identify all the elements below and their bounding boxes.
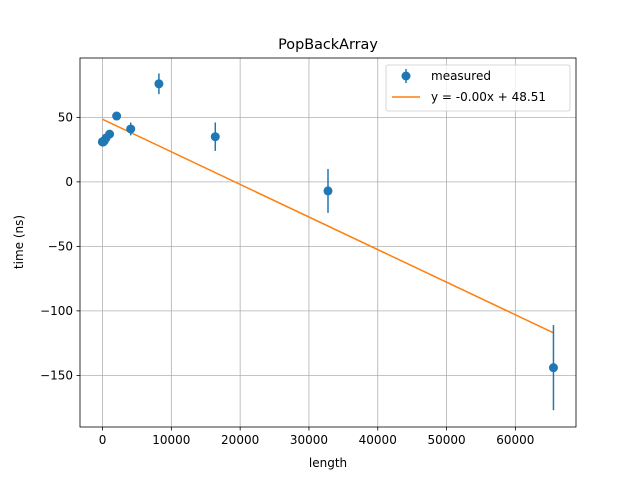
x-tick-label: 20000 xyxy=(221,433,259,447)
data-point xyxy=(112,111,122,121)
y-axis-label: time (ns) xyxy=(12,215,26,269)
legend: measured y = -0.00x + 48.51 xyxy=(385,64,571,112)
legend-item-measured: measured xyxy=(401,69,491,83)
x-tick-label: 60000 xyxy=(496,433,534,447)
legend-point-marker xyxy=(401,71,411,81)
legend-item-fit: y = -0.00x + 48.51 xyxy=(392,90,546,104)
axes-frame xyxy=(79,57,577,428)
legend-label-fit: y = -0.00x + 48.51 xyxy=(431,90,546,104)
y-tick-label: −50 xyxy=(48,239,73,253)
fit-line xyxy=(102,118,554,334)
y-axis: −150 −100 −50 0 50 xyxy=(40,110,80,382)
legend-box xyxy=(385,64,571,112)
x-tick-label: 10000 xyxy=(152,433,190,447)
y-tick-label: −150 xyxy=(40,368,73,382)
plot-area xyxy=(98,73,558,411)
x-tick-label: 50000 xyxy=(427,433,465,447)
y-tick-label: −100 xyxy=(40,304,73,318)
x-tick-label: 40000 xyxy=(359,433,397,447)
chart-title: PopBackArray xyxy=(278,37,378,53)
data-point xyxy=(105,129,115,139)
data-point xyxy=(126,124,136,134)
x-tick-label: 30000 xyxy=(290,433,328,447)
legend-label-measured: measured xyxy=(431,69,491,83)
x-tick-label: 0 xyxy=(99,433,107,447)
data-point xyxy=(548,363,558,373)
data-point xyxy=(210,132,220,142)
x-axis: 0 10000 20000 30000 40000 50000 60000 xyxy=(99,427,534,447)
data-point xyxy=(154,79,164,89)
y-tick-label: 50 xyxy=(58,110,73,124)
y-tick-label: 0 xyxy=(65,175,73,189)
data-point xyxy=(323,186,333,196)
x-axis-label: length xyxy=(309,456,347,470)
